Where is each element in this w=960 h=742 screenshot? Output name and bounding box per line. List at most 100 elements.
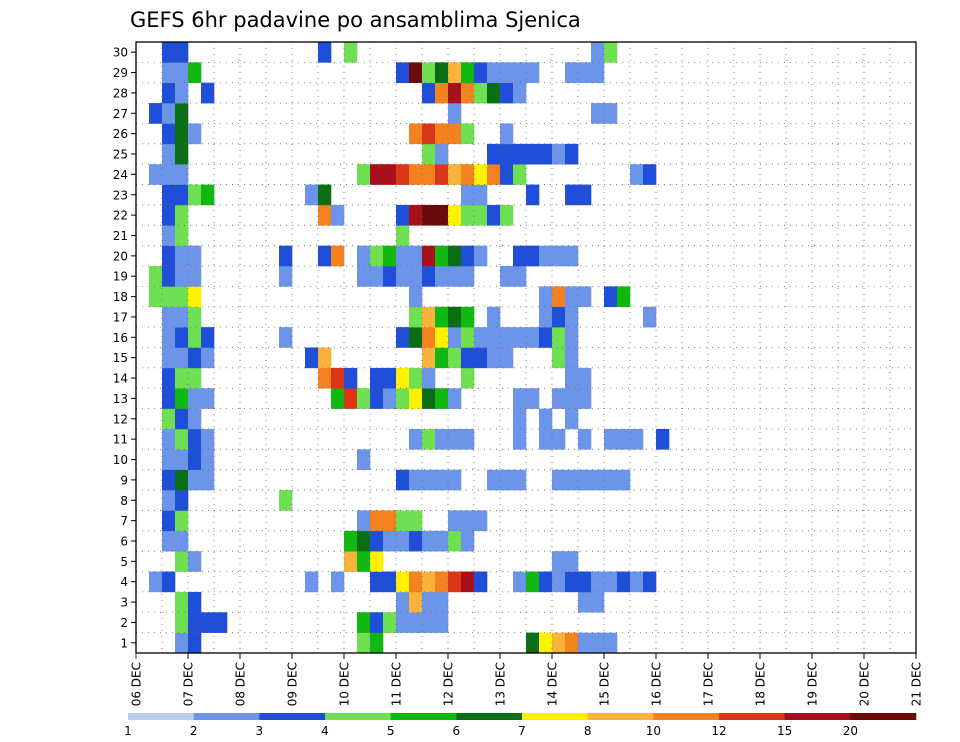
heatmap-cell: [591, 591, 605, 613]
heatmap-cell: [513, 266, 527, 287]
grid-lines: [136, 42, 916, 653]
heatmap-cell: [409, 266, 423, 287]
heatmap-cell: [357, 245, 371, 267]
heatmap-cell: [383, 510, 397, 532]
y-tick-label: 22: [113, 209, 128, 223]
heatmap-cell: [201, 327, 215, 348]
y-tick-label: 17: [113, 310, 128, 324]
y-tick-label: 30: [113, 46, 128, 60]
heatmap-cell: [448, 164, 462, 185]
heatmap-cell: [526, 62, 540, 84]
heatmap-cell: [370, 266, 384, 287]
heatmap-cell: [435, 245, 449, 267]
heatmap-cell: [565, 62, 579, 84]
heatmap-cell: [175, 428, 189, 450]
heatmap-cell: [487, 62, 501, 84]
heatmap-cell: [526, 327, 540, 348]
heatmap-cell: [175, 551, 189, 572]
heatmap-cell: [461, 347, 475, 369]
heatmap-cell: [188, 469, 202, 491]
heatmap-cell: [552, 571, 566, 593]
heatmap-cell: [513, 164, 527, 185]
heatmap-cell: [162, 103, 176, 124]
x-tick-label: 20 DEC: [858, 662, 872, 706]
heatmap-cell: [578, 469, 592, 491]
heatmap-cell: [513, 245, 527, 267]
heatmap-cell: [175, 347, 189, 369]
colorbar-swatch: [719, 713, 785, 720]
heatmap-cell: [552, 632, 566, 654]
heatmap-cell: [461, 327, 475, 348]
heatmap-cell: [448, 510, 462, 532]
colorbar-label: 20: [843, 724, 858, 738]
heatmap-cell: [422, 388, 436, 409]
heatmap-cell: [604, 103, 618, 124]
y-tick-label: 26: [113, 127, 128, 141]
heatmap-cell: [422, 469, 436, 491]
heatmap-cell: [162, 469, 176, 491]
heatmap-cell: [201, 388, 215, 409]
heatmap-cell: [513, 388, 527, 409]
heatmap-cell: [422, 327, 436, 348]
heatmap-cell: [409, 571, 423, 593]
heatmap-cell: [422, 123, 436, 145]
y-tick-label: 19: [113, 270, 128, 284]
heatmap-cell: [513, 428, 527, 450]
heatmap-cell: [409, 469, 423, 491]
heatmap-cell: [591, 42, 605, 63]
heatmap-cell: [435, 612, 449, 633]
heatmap-cell: [448, 428, 462, 450]
heatmap-cell: [474, 184, 488, 206]
x-tick-label: 19 DEC: [806, 662, 820, 706]
colorbar: 1 2 3 4 5 6 7 8 10 12 15 20: [124, 713, 917, 738]
heatmap-cell: [188, 266, 202, 287]
heatmap-cell: [383, 245, 397, 267]
heatmap-cell: [565, 388, 579, 409]
heatmap-cell: [435, 306, 449, 328]
heatmap-cell: [604, 632, 618, 654]
heatmap-cell: [487, 306, 501, 328]
heatmap-cell: [565, 286, 579, 308]
heatmap-cell: [188, 286, 202, 308]
heatmap-cell: [448, 204, 462, 226]
heatmap-cell: [344, 530, 358, 552]
heatmap-cell: [435, 266, 449, 287]
heatmap-cell: [214, 612, 228, 633]
heatmap-cell: [422, 306, 436, 328]
heatmap-cell: [461, 306, 475, 328]
heatmap-cell: [539, 286, 553, 308]
heatmap-cell: [396, 204, 410, 226]
heatmap-cell: [487, 204, 501, 226]
heatmap-cell: [474, 571, 488, 593]
heatmap-cell: [331, 367, 345, 389]
heatmap-cell: [552, 327, 566, 348]
heatmap-cell: [396, 612, 410, 633]
heatmap-cell: [409, 62, 423, 84]
heatmap-cell: [487, 469, 501, 491]
heatmap-cell: [617, 469, 631, 491]
heatmap-cell: [474, 347, 488, 369]
heatmap-cell: [188, 551, 202, 572]
heatmap-cell: [435, 82, 449, 104]
heatmap-cell: [162, 42, 176, 63]
heatmap-cell: [552, 551, 566, 572]
heatmap-cell: [162, 286, 176, 308]
heatmap-cell: [474, 327, 488, 348]
heatmap-cell: [552, 306, 566, 328]
heatmap-cell: [370, 571, 384, 593]
heatmap-cell: [513, 408, 527, 430]
x-tick-label: 16 DEC: [650, 662, 664, 706]
heatmap-cell: [539, 143, 553, 165]
chart-title: GEFS 6hr padavine po ansamblima Sjenica: [130, 8, 581, 32]
heatmap-cell: [162, 82, 176, 104]
heatmap-cell: [162, 306, 176, 328]
heatmap-cell: [448, 123, 462, 145]
colorbar-swatch: [784, 713, 851, 720]
heatmap-cell: [513, 82, 527, 104]
heatmap-cell: [175, 388, 189, 409]
heatmap-cell: [578, 367, 592, 389]
heatmap-cell: [630, 164, 644, 185]
heatmap-cell: [435, 469, 449, 491]
y-tick-label: 28: [113, 86, 128, 100]
heatmap-cell: [279, 327, 293, 348]
